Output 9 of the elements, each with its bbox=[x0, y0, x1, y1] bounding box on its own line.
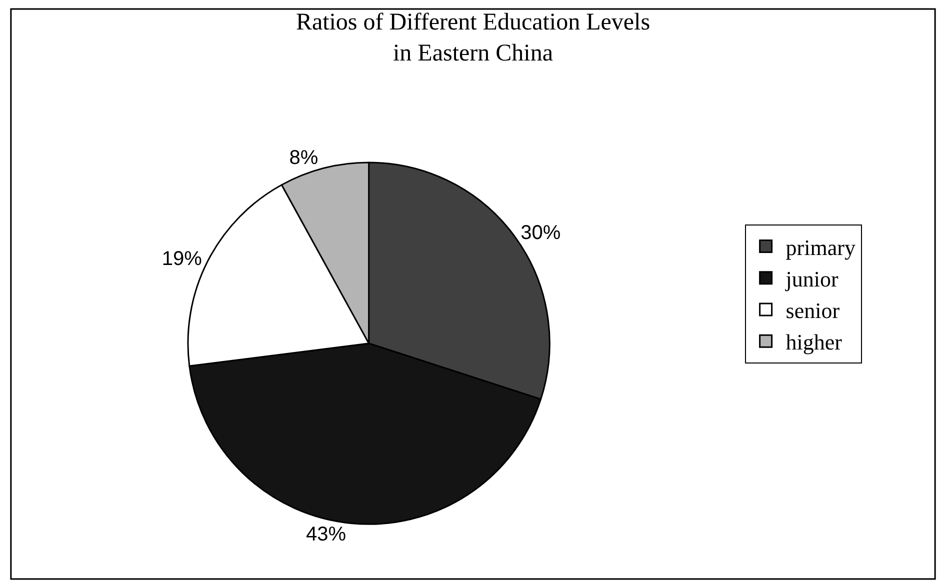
legend-label: primary bbox=[786, 234, 856, 260]
data-label: 8% bbox=[289, 146, 318, 169]
data-label: 19% bbox=[162, 248, 202, 270]
data-label: 43% bbox=[306, 523, 346, 546]
legend-label: higher bbox=[786, 330, 843, 355]
legend-label: senior bbox=[786, 298, 840, 324]
legend-label: junior bbox=[784, 266, 840, 292]
data-label: 30% bbox=[520, 222, 561, 244]
chart-title: Ratios of Different Education Levels in Eastern China bbox=[296, 9, 650, 67]
